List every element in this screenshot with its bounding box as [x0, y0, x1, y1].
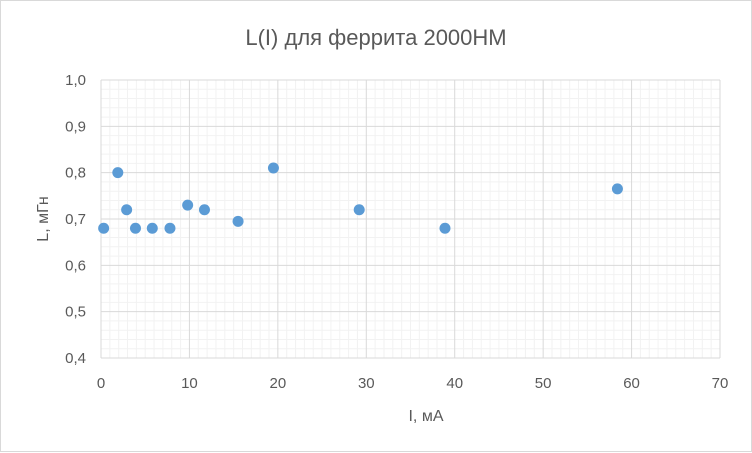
- data-point: [439, 222, 451, 234]
- y-axis-label: L, мГн: [35, 196, 52, 241]
- data-point: [98, 222, 110, 234]
- x-tick-label: 20: [270, 375, 287, 392]
- y-tick-label: 0,5: [65, 304, 86, 321]
- x-tick-label: 70: [712, 375, 729, 392]
- major-gridlines: [100, 79, 721, 359]
- x-axis-label: I, мА: [408, 408, 443, 425]
- y-tick-label: 0,8: [65, 165, 86, 182]
- y-tick-label: 0,6: [65, 257, 86, 274]
- x-axis-ticks: 0 10 20 30 40 50 60 70: [97, 375, 729, 392]
- x-tick-label: 10: [181, 375, 198, 392]
- y-tick-label: 0,4: [65, 350, 86, 367]
- x-tick-label: 60: [623, 375, 640, 392]
- data-point: [146, 222, 158, 234]
- y-tick-label: 1,0: [65, 72, 86, 89]
- data-point: [267, 162, 279, 174]
- y-axis-ticks: 0,4 0,5 0,6 0,7 0,8 0,9 1,0: [65, 72, 86, 367]
- y-tick-label: 0,9: [65, 118, 86, 135]
- data-point: [121, 204, 133, 216]
- data-point: [353, 204, 365, 216]
- chart-title: L(I) для феррита 2000НМ: [245, 25, 506, 50]
- x-tick-label: 0: [97, 375, 105, 392]
- data-points: [98, 162, 623, 234]
- data-point: [129, 222, 141, 234]
- data-point: [112, 167, 124, 179]
- x-tick-label: 50: [535, 375, 552, 392]
- data-point: [164, 222, 176, 234]
- data-point: [611, 183, 623, 195]
- y-tick-label: 0,7: [65, 211, 86, 228]
- data-point: [182, 199, 194, 211]
- x-tick-label: 40: [446, 375, 463, 392]
- data-point: [232, 215, 244, 227]
- x-tick-label: 30: [358, 375, 375, 392]
- data-point: [198, 204, 210, 216]
